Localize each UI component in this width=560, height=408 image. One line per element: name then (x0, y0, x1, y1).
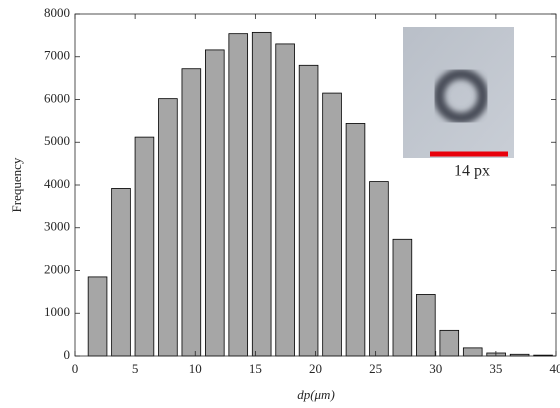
bar (134, 136, 155, 357)
y-axis-label: Frequency (9, 157, 24, 212)
y-tick-label: 4000 (44, 176, 70, 191)
bar (298, 64, 319, 357)
bar (275, 43, 295, 357)
bar (228, 33, 249, 357)
x-tick-label: 40 (550, 361, 560, 376)
bar (392, 238, 413, 357)
y-tick-label: 5000 (44, 133, 70, 148)
y-tick-label: 7000 (44, 48, 70, 63)
bar (369, 181, 389, 357)
x-tick-label: 0 (72, 361, 79, 376)
bar (416, 294, 436, 357)
x-tick-label: 25 (369, 361, 382, 376)
y-tick-label: 6000 (44, 90, 70, 105)
x-tick-label: 20 (309, 361, 322, 376)
x-tick-label: 10 (189, 361, 202, 376)
bar (181, 68, 202, 357)
bar (439, 329, 460, 357)
y-tick-label: 3000 (44, 219, 70, 234)
y-tick-label: 2000 (44, 261, 70, 276)
bar (462, 347, 483, 357)
bar (345, 123, 366, 357)
bar (111, 188, 131, 357)
y-tick-label: 0 (64, 347, 71, 362)
x-tick-label: 30 (429, 361, 442, 376)
x-axis-label: dp(μm) (297, 387, 335, 402)
y-tick-label: 8000 (44, 5, 70, 20)
bar (322, 92, 342, 357)
bar (251, 31, 272, 357)
x-tick-label: 15 (249, 361, 262, 376)
scale-label: 14 px (454, 163, 490, 180)
bar (87, 276, 108, 357)
y-tick-label: 1000 (44, 304, 70, 319)
x-tick-label: 35 (489, 361, 502, 376)
inset-image (403, 27, 514, 158)
x-tick-label: 5 (132, 361, 139, 376)
bar (205, 49, 225, 357)
bar (158, 98, 178, 357)
